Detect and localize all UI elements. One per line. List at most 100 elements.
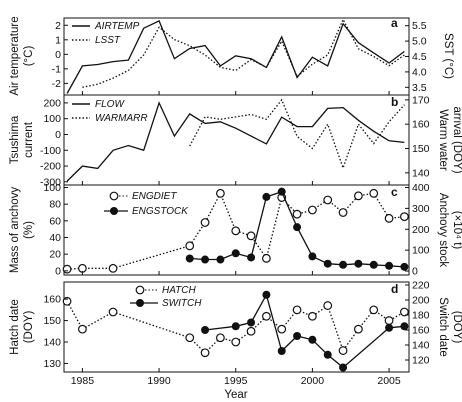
panel-c-engdiet-point-15 [369,188,379,198]
panel-c-engdiet-point-10 [292,209,302,219]
panel-a-right-tick-label-0: 5.5 [412,20,427,32]
x-axis-label: Year [224,389,247,401]
panel-b: 200 100 0 -100 -200 -300 170 160 150 140 Tsushim… [9,94,462,188]
panel-a-right-tick-label-2: 4.5 [412,51,427,63]
x-axis-ticks: 1985 1990 1995 2000 2005 [71,375,401,387]
panel-c-left-tick-label-5: 0 [55,265,61,277]
panel-d-hatch-point-16 [384,316,394,325]
panel-c-left-tick-label-1: 80 [49,199,61,211]
panel-c-engdiet-point-6 [231,226,241,236]
panel-b-right-tick-label-3: 140 [412,167,430,179]
panel-a-left-tick-label-2: 0 [55,49,61,61]
panel-b-legend-label-1: FLOW [95,99,125,110]
panel-d-hatch-point-0 [62,296,72,306]
panel-d-hatch-point-14 [354,324,363,334]
panel-a-series-lsst-line [82,17,405,88]
panel-c-engdiet-point-16 [384,213,394,223]
panel-b-left-tick-label-1: 100 [43,113,61,125]
panel-d-hatch-point-8 [262,311,271,321]
panel-c-right-tick-label-4: 0 [412,266,418,278]
panel-d-ylabel-left-line1: Hatch date [9,299,21,355]
panel-a-left-tick-label-1: 1 [55,34,61,46]
panel-c-engstock-point-12 [369,260,378,269]
panel-d-switch-point-3 [262,290,271,299]
panel-d-left-tick-label-0: 160 [43,294,61,306]
panel-d-left-tick-label-3: 130 [43,358,61,370]
panel-d-switch-point-4 [277,347,286,355]
panel-d-ylabel-right-line1: Switch date [437,297,449,356]
panel-d-hatch-point-17 [400,307,409,317]
panel-d-legend-label-2: SWITCH [162,298,202,309]
panel-c-engdiet-point-13 [338,208,348,217]
panel-c-legend-label-2: ENGSTOCK [132,206,189,217]
panel-c-left-tick-label-4: 20 [49,249,61,261]
panel-d-switch-point-5 [293,332,302,340]
panel-b-ylabel-right-line1: Warm water [437,109,449,171]
panel-c-series-layer [62,187,409,274]
panel-c-engstock-point-13 [385,261,394,270]
panel-c-engdiet-point-1 [77,263,87,273]
panel-a-left-tick-label-4: -2 [52,78,61,90]
panel-b-left-tick-label-0: 200 [43,97,61,109]
panel-b-ylabel-left-line2: current [23,121,35,158]
panel-b-ylabel-left-line1: Tsushima [9,115,21,164]
panel-c-legend-marker-1 [109,191,119,201]
panel-a-right-tick-label-3: 4.0 [412,66,427,78]
panel-b-left-tick-label-4: -200 [40,161,61,173]
panel-a-legend-label-1: AIRTEMP [94,21,140,32]
panel-c-engdiet-point-5 [215,188,225,198]
panel-c-engstock-point-14 [400,262,409,271]
panel-d-left-tick-label-1: 150 [43,315,61,327]
panel-a-left-tick-label-0: 2 [55,20,61,32]
panel-c-right-tick-label-3: 100 [412,245,430,257]
panel-c-frame [63,184,410,276]
x-tick-label-0: 1985 [71,375,95,387]
panel-c-engdiet-point-8 [262,253,271,263]
panel-c-label: c [391,185,398,199]
panel-d: 160 150 140 130 220 200 180 160 140 120 Hatch da… [9,280,462,373]
panel-c-legend: ENGDIET ENGSTOCK [104,191,189,217]
panel-b-right-tick-label-1: 160 [412,119,430,131]
panel-d-hatch-point-10 [292,305,302,315]
panel-b-series-flow-line [66,101,405,182]
panel-a-left-ticks: 2 1 0 -1 -2 [52,20,390,95]
panel-c-ylabel-right-line1: Anchovy stock [437,193,449,267]
panel-b-label: b [391,95,398,109]
panel-c-legend-label-1: ENGDIET [132,191,177,202]
panel-d-label: d [391,282,398,296]
panel-c-engstock-point-6 [277,187,286,196]
panel-d-hatch-point-3 [185,333,195,343]
panel-c-right-tick-label-2: 200 [412,224,430,236]
panel-a-ylabel-left-line1: Air temperature [9,16,21,95]
panel-c-engdiet-point-12 [323,195,333,205]
panel-c-ylabel-right-line2: (×10⁴ t) [451,211,462,250]
panel-a-right-ticks: 5.5 5.0 4.5 4.0 3.5 [405,20,427,94]
panel-b-left-tick-label-2: 0 [55,129,61,141]
panel-d-switch-point-6 [308,335,317,344]
panel-c-engstock-point-10 [339,260,348,269]
panel-c-engstock-point-8 [308,252,317,261]
panel-d-hatch-point-4 [200,348,210,358]
panel-c-engstock-point-4 [247,253,256,262]
panel-d-hatch-point-7 [246,326,256,336]
panel-d-hatch-point-11 [308,311,317,321]
panel-c-engstock-point-7 [293,223,302,232]
panel-a-legend-label-2: LSST [95,35,121,46]
panel-a-ylabel-left-line2: (°C) [23,46,35,67]
panel-d-right-tick-label-0: 220 [412,280,430,292]
x-tick-label-1: 1990 [147,375,171,387]
panel-d-right-tick-label-4: 140 [412,340,430,352]
panel-c-engdiet-point-3 [185,241,195,251]
panel-c-right-tick-label-0: 400 [412,182,430,194]
panel-d-left-tick-label-2: 140 [43,337,61,349]
panel-d-switch-point-10 [400,322,409,331]
panel-d-frame [63,281,410,373]
panel-b-left-tick-label-3: -100 [40,145,61,157]
panel-d-switch-point-7 [323,350,332,359]
panel-b-left-ticks: 200 100 0 -100 -200 -300 [40,97,390,188]
panel-d-switch-point-1 [231,322,240,331]
panel-c-left-tick-label-0: 100 [43,182,61,194]
panel-c-ylabel-left-line1: Mass of anchovy [9,187,21,274]
panel-b-series-layer [66,98,405,182]
panel-a-legend: AIRTEMP LSST [72,21,140,46]
